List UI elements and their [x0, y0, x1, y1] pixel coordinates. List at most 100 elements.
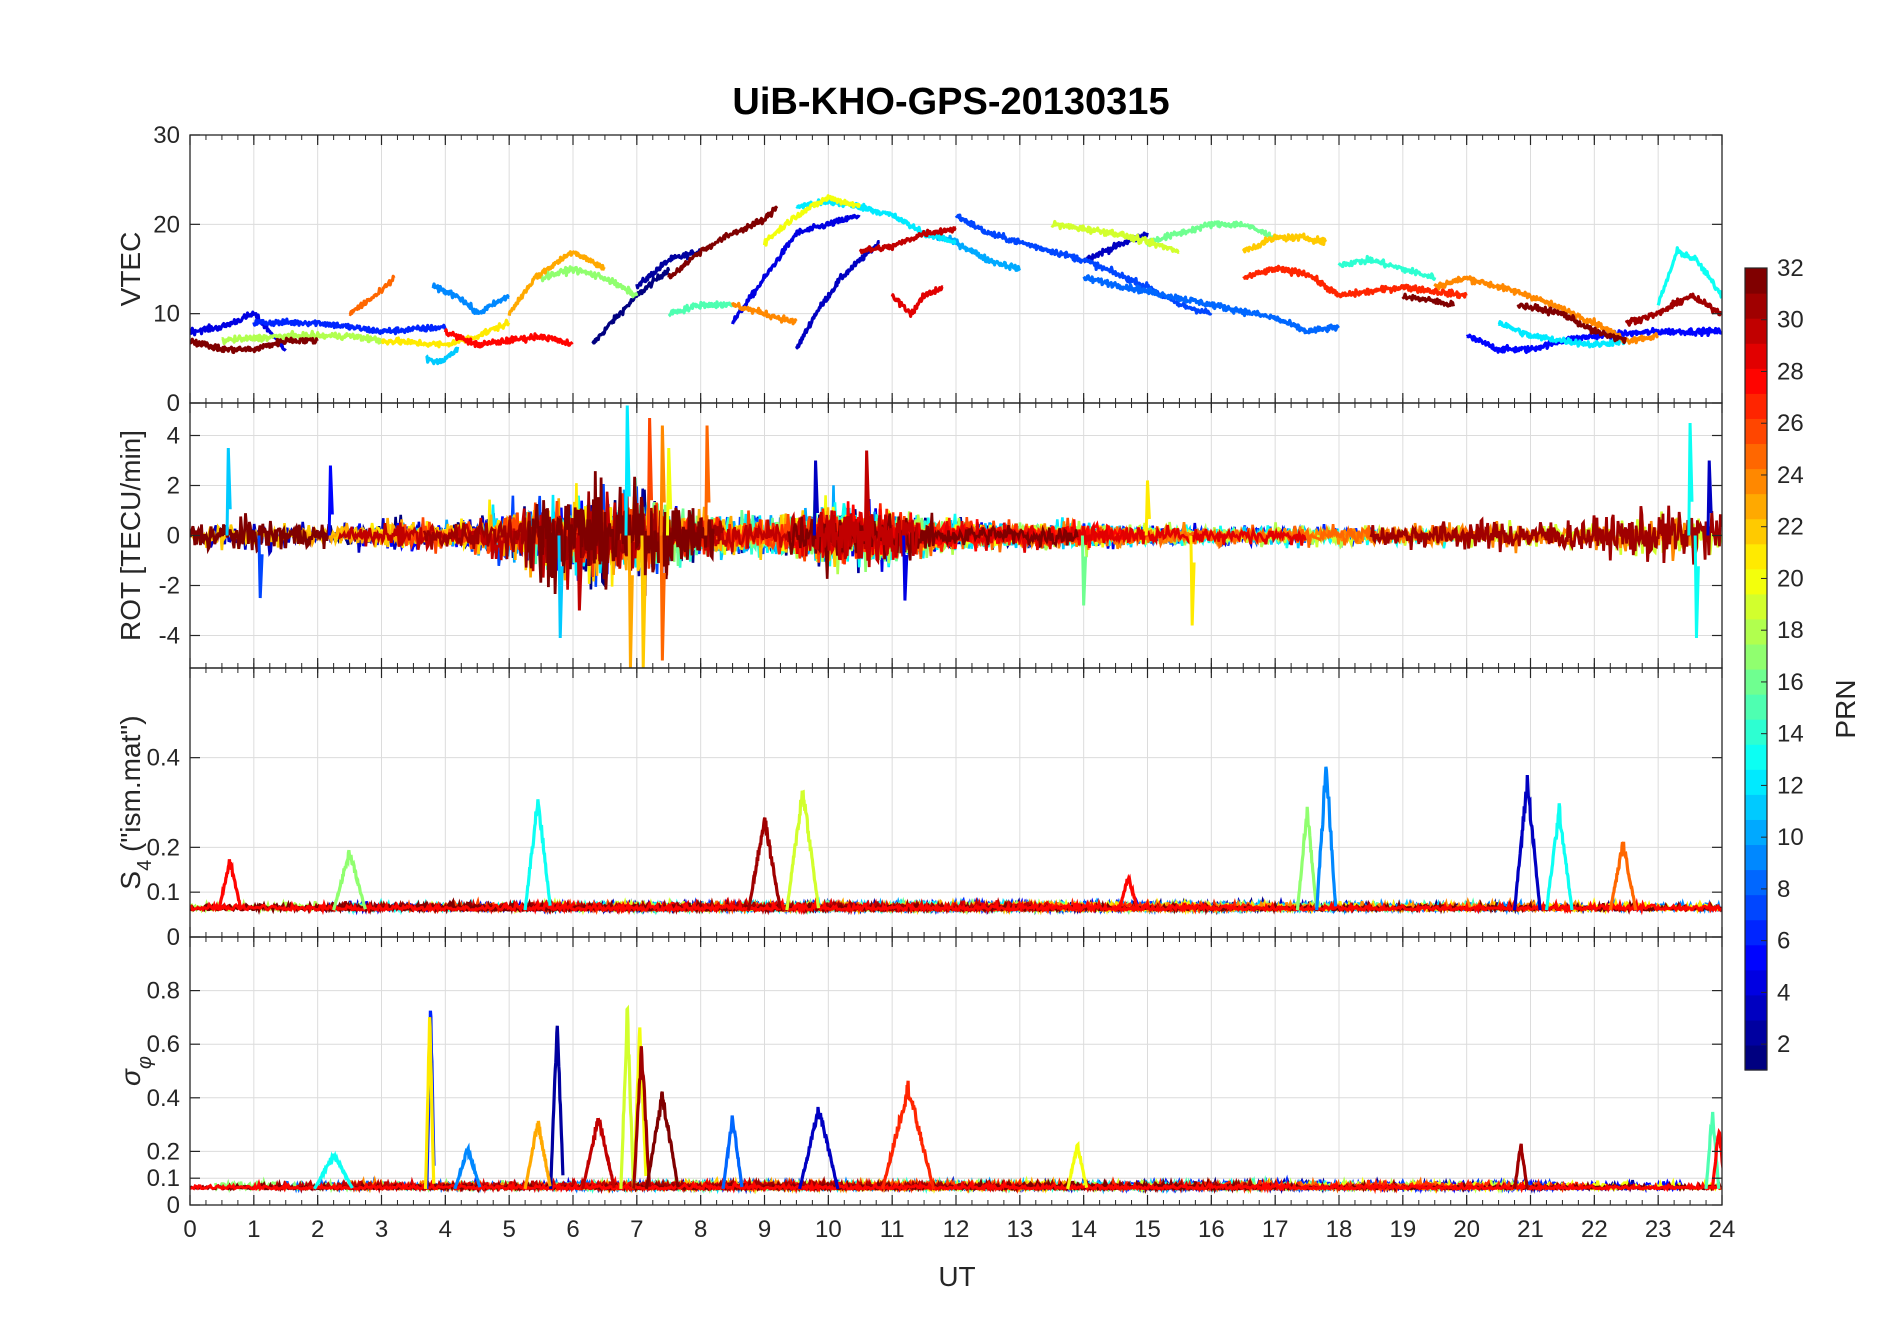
panel-sigma-phi: 00.10.2 0.4 0.6 0.8 σφ	[115, 936, 1723, 1219]
vtec-series-prn-11	[425, 346, 460, 366]
s4-event-prn-31	[746, 817, 782, 911]
rot-spike-prn-23	[627, 535, 634, 668]
vtec-series-prn-31	[1624, 292, 1722, 327]
rot-series-prn-31	[1369, 505, 1722, 565]
x-tick-label: 5	[502, 1216, 515, 1243]
y-tick-label: 0	[167, 924, 180, 951]
rot-spike-prn-13	[1687, 422, 1694, 536]
s4-event-prn-28	[217, 859, 243, 911]
x-tick-label: 4	[439, 1216, 452, 1243]
y-tick-label: 0.4	[147, 745, 180, 772]
colorbar-tick-label: 2	[1777, 1031, 1790, 1058]
colorbar-swatch	[1745, 518, 1767, 545]
vtec-series-prn-30	[858, 226, 957, 255]
x-tick-label: 22	[1581, 1216, 1608, 1243]
series-group	[190, 1004, 1722, 1195]
y-tick-label: 0.1	[147, 879, 180, 906]
sigma-event-prn-31	[1512, 1143, 1529, 1190]
s4-event-prn-25	[1608, 841, 1638, 911]
colorbar-swatch	[1745, 493, 1767, 520]
vtec-series-prn-29	[890, 285, 944, 318]
sigma-event-prn-27	[881, 1080, 936, 1190]
sigma-event-prn-3	[798, 1106, 840, 1190]
colorbar-tick-label: 30	[1777, 307, 1804, 334]
x-tick-label: 7	[630, 1216, 643, 1243]
vtec-series-prn-1	[591, 266, 671, 345]
colorbar-swatch	[1745, 844, 1767, 871]
vtec-series-prn-23	[507, 250, 606, 316]
panel-s4: 0 0.1 0.2 0.4S4 ("ism.mat")	[115, 667, 1723, 951]
sigma-event-prn-23	[523, 1120, 552, 1190]
colorbar-label: PRN	[1830, 679, 1861, 738]
colorbar-swatch	[1745, 769, 1767, 795]
chart-title: UiB-KHO-GPS-20130315	[732, 81, 1169, 123]
grid	[189, 668, 1723, 938]
panel-vtec: 0 10 20 30 VTEC	[115, 122, 1723, 417]
y-tick-label: 0	[167, 1192, 180, 1219]
colorbar-swatch	[1745, 719, 1767, 745]
x-tick-label: 18	[1326, 1216, 1353, 1243]
s4-event-prn-28	[1117, 873, 1140, 911]
vtec-series-prn-19	[1050, 219, 1180, 254]
rot-spike-prn-12	[624, 405, 631, 536]
y-tick-label: 0.2	[147, 1138, 180, 1165]
x-tick-label: 23	[1645, 1216, 1672, 1243]
grid	[189, 134, 1723, 404]
vtec-series-prn-25	[348, 274, 396, 317]
vtec-series-prn-4	[731, 213, 861, 325]
colorbar-tick-label: 10	[1777, 824, 1804, 851]
colorbar-swatch	[1745, 994, 1767, 1021]
colorbar-tick-label: 14	[1777, 721, 1804, 748]
vtec-series-prn-4	[190, 310, 287, 352]
sigma-event-prn-8	[721, 1115, 744, 1190]
vtec-series-prn-22	[1241, 232, 1328, 254]
ticks	[189, 403, 1723, 668]
series-group	[190, 194, 1722, 366]
x-tick-label: 10	[815, 1216, 842, 1243]
vtec-series-prn-8	[1082, 274, 1340, 335]
colorbar-swatch	[1745, 819, 1767, 846]
rot-spike-prn-25	[704, 425, 711, 536]
y-axis-label: S4 ("ism.mat")	[115, 715, 156, 889]
x-tick-label: 9	[758, 1216, 771, 1243]
s4-event-prn-3	[1512, 775, 1542, 911]
vtec-series-prn-21	[380, 318, 511, 349]
sigma-event-prn-28	[1710, 1127, 1722, 1190]
vtec-series-prn-2	[635, 248, 702, 290]
colorbar-swatch	[1745, 969, 1767, 996]
rot-spike-prn-30	[863, 450, 871, 536]
sigma-event-prn-20	[1066, 1140, 1089, 1190]
y-tick-label: 30	[153, 122, 180, 149]
sigma-event-prn-32	[644, 1091, 680, 1190]
y-tick-label: 4	[167, 423, 180, 450]
rot-spike-prn-25	[659, 535, 666, 661]
grid	[189, 937, 1723, 1206]
colorbar-tick-label: 22	[1777, 514, 1804, 541]
colorbar-swatch	[1745, 443, 1767, 470]
y-tick-label: -2	[159, 573, 180, 600]
colorbar-swatch	[1745, 869, 1767, 896]
sigma-event-prn-21	[423, 1017, 436, 1189]
series-group	[190, 405, 1722, 668]
vtec-series-prn-27	[1242, 264, 1468, 300]
vtec-series-prn-17	[539, 265, 639, 299]
rot-series-prn-30	[814, 503, 919, 568]
colorbar-swatch	[1745, 694, 1767, 720]
rot-spike-prn-16	[1080, 535, 1088, 606]
y-tick-label: 0.6	[147, 1031, 180, 1058]
rot-series-prn-32	[190, 513, 332, 555]
colorbar-tick-label: 18	[1777, 617, 1804, 644]
rot-spike-prn-13	[1693, 535, 1700, 639]
colorbar-swatch	[1745, 343, 1767, 369]
vtec-series-prn-28	[443, 328, 574, 349]
colorbar-tick-label: 32	[1777, 255, 1804, 282]
colorbar-swatch	[1745, 318, 1767, 344]
colorbar-swatch	[1745, 1044, 1767, 1071]
x-tick-label: 24	[1709, 1216, 1736, 1243]
x-tick-label: 8	[694, 1216, 707, 1243]
vtec-series-prn-15	[667, 300, 734, 318]
colorbar-swatch	[1745, 618, 1767, 645]
x-tick-label: 21	[1517, 1216, 1544, 1243]
